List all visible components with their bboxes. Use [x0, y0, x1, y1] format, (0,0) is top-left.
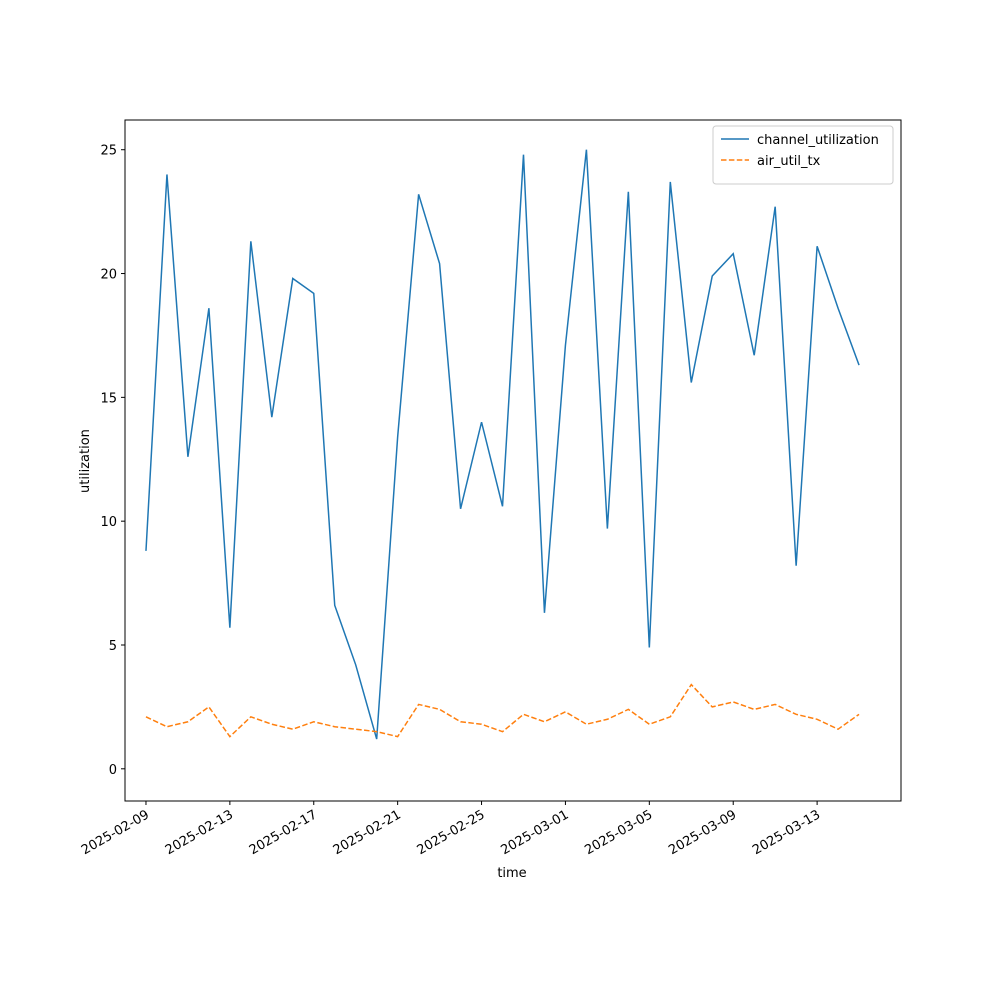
x-tick-label: 2025-02-13 [163, 807, 236, 858]
y-tick-label: 10 [100, 515, 117, 530]
y-tick-label: 0 [109, 763, 117, 778]
x-tick-label: 2025-02-09 [79, 807, 152, 858]
x-tick-label: 2025-02-25 [415, 807, 488, 858]
legend: channel_utilization air_util_tx [712, 125, 894, 185]
legend-box [712, 125, 894, 185]
y-axis-label: utilization [78, 429, 93, 493]
plot-frame [124, 119, 902, 802]
x-tick-label: 2025-03-09 [666, 807, 739, 858]
x-tick-label: 2025-02-17 [247, 807, 320, 858]
y-tick-label: 5 [109, 639, 117, 654]
x-tick-label: 2025-03-13 [750, 807, 823, 858]
y-tick-label: 25 [100, 144, 117, 159]
x-tick-label: 2025-03-05 [582, 807, 655, 858]
y-tick-label: 15 [100, 391, 117, 406]
legend-label: air_util_tx [757, 154, 821, 169]
series-line [145, 149, 860, 740]
x-tick-label: 2025-03-01 [498, 807, 571, 858]
series-line [145, 683, 860, 738]
x-axis-label: time [497, 866, 526, 881]
legend-label: channel_utilization [757, 133, 879, 148]
x-tick-label: 2025-02-21 [331, 807, 404, 858]
y-tick-label: 20 [100, 268, 117, 283]
